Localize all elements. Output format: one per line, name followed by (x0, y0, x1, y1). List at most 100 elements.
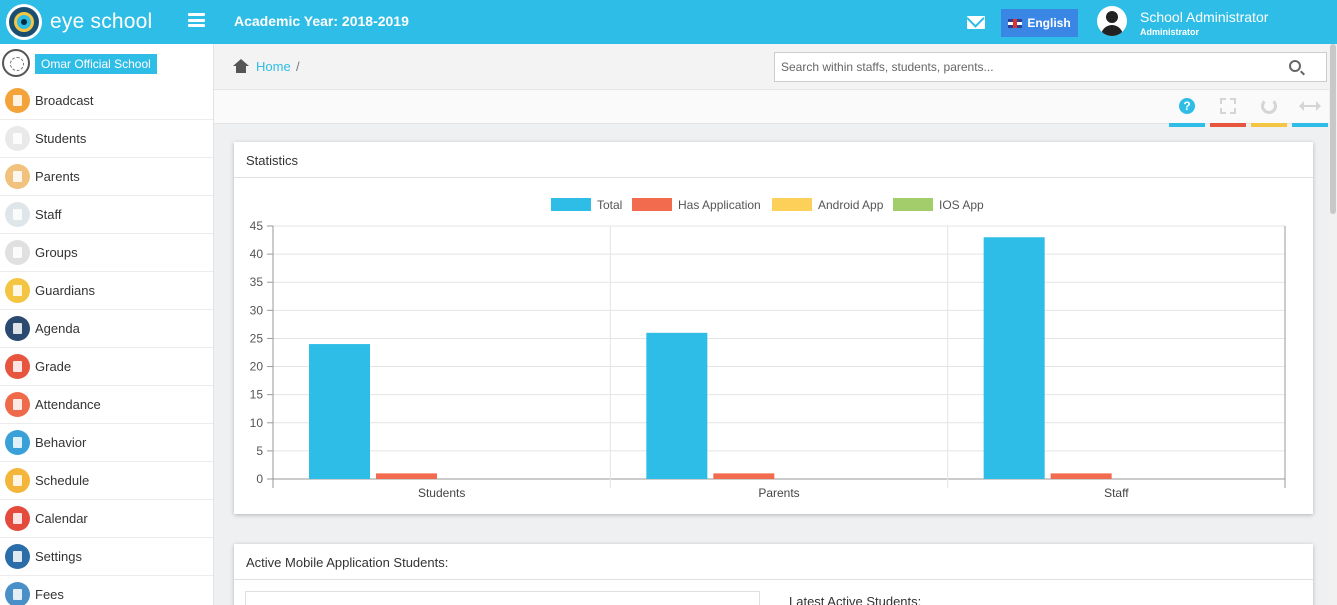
sidebar-item-fees[interactable]: Fees (0, 576, 213, 605)
bar (376, 473, 437, 479)
sidebar-item-label: Behavior (35, 435, 87, 450)
legend-swatch (551, 198, 591, 211)
latest-active-title: Latest Active Students: (789, 594, 922, 605)
parents-icon (5, 164, 30, 189)
bar (983, 237, 1045, 479)
sidebar-item-label: Fees (35, 587, 64, 602)
legend-label: Android App (818, 198, 884, 212)
school-selector: Omar Official School (0, 44, 213, 82)
menu-toggle-icon[interactable] (188, 13, 205, 27)
sidebar-item-label: Staff (35, 207, 62, 222)
top-navbar: eye school Academic Year: 2018-2019 Engl… (0, 0, 1337, 44)
schedule-icon (5, 468, 30, 493)
active-students-box (245, 591, 760, 605)
y-tick-label: 15 (250, 388, 264, 402)
broadcast-icon (5, 88, 30, 113)
home-icon[interactable] (233, 59, 249, 73)
sidebar-item-label: Agenda (35, 321, 80, 336)
school-seal-icon (2, 49, 30, 77)
bar (1050, 473, 1112, 479)
active-students-title: Active Mobile Application Students: (234, 544, 1313, 580)
school-name-badge[interactable]: Omar Official School (35, 54, 157, 74)
attendance-icon (5, 392, 30, 417)
user-role: Administrator (1140, 27, 1200, 37)
sidebar-item-behavior[interactable]: Behavior (0, 424, 213, 462)
sidebar-item-parents[interactable]: Parents (0, 158, 213, 196)
expand-button[interactable] (1210, 90, 1246, 127)
sidebar-item-grade[interactable]: Grade (0, 348, 213, 386)
breadcrumb-separator: / (296, 59, 300, 74)
legend-swatch (632, 198, 672, 211)
breadcrumb: Home / (214, 44, 1337, 90)
language-button[interactable]: English (1001, 9, 1078, 37)
search-icon[interactable] (1289, 60, 1301, 72)
refresh-button[interactable] (1251, 90, 1287, 127)
page-scrollbar[interactable] (1329, 44, 1337, 605)
sidebar-item-groups[interactable]: Groups (0, 234, 213, 272)
panel-toolbar: ? (214, 90, 1337, 127)
width-icon (1299, 101, 1321, 111)
guardians-icon (5, 278, 30, 303)
sidebar-item-label: Schedule (35, 473, 90, 488)
app-logo[interactable]: eye school (6, 4, 152, 40)
user-name[interactable]: School Administrator (1140, 9, 1269, 25)
expand-color-bar (1210, 123, 1246, 127)
envelope-icon[interactable] (967, 16, 985, 29)
statistics-chart: Total Has Application Android App IOS App 0 5… (250, 198, 1286, 500)
active-students-panel: Active Mobile Application Students: Late… (234, 544, 1313, 605)
expand-icon (1220, 98, 1236, 114)
search-input[interactable] (775, 53, 1285, 81)
sidebar-item-label: Calendar (35, 511, 88, 526)
scrollbar-thumb[interactable] (1330, 44, 1336, 214)
agenda-icon (5, 316, 30, 341)
sidebar-item-guardians[interactable]: Guardians (0, 272, 213, 310)
sidebar-item-label: Settings (35, 549, 82, 564)
fees-icon (5, 582, 30, 605)
sidebar-item-broadcast[interactable]: Broadcast (0, 82, 213, 120)
sidebar-item-label: Parents (35, 169, 80, 184)
y-tick-label: 40 (250, 247, 264, 261)
academic-year: Academic Year: 2018-2019 (234, 13, 409, 29)
user-avatar[interactable] (1097, 6, 1127, 36)
breadcrumb-home-link[interactable]: Home (256, 59, 291, 74)
statistics-panel: Statistics Total Has Application Android A… (234, 142, 1313, 514)
sidebar-item-attendance[interactable]: Attendance (0, 386, 213, 424)
sidebar-item-staff[interactable]: Staff (0, 196, 213, 234)
eye-logo-icon (6, 4, 42, 40)
sidebar-item-label: Attendance (35, 397, 101, 412)
sidebar-item-label: Grade (35, 359, 72, 374)
sidebar-item-schedule[interactable]: Schedule (0, 462, 213, 500)
bar (309, 344, 370, 479)
y-tick-label: 20 (250, 360, 264, 374)
legend-label: Has Application (678, 198, 761, 212)
sidebar-item-agenda[interactable]: Agenda (0, 310, 213, 348)
legend-label: Total (597, 198, 622, 212)
sidebar-item-label: Groups (35, 245, 78, 260)
sidebar-item-students[interactable]: Students (0, 120, 213, 158)
sidebar-item-label: Guardians (35, 283, 95, 298)
sidebar-item-settings[interactable]: Settings (0, 538, 213, 576)
y-tick-label: 10 (250, 416, 264, 430)
students-icon (5, 126, 30, 151)
width-color-bar (1292, 123, 1328, 127)
legend-swatch (772, 198, 812, 211)
legend-label: IOS App (939, 198, 984, 212)
refresh-icon (1261, 98, 1277, 114)
legend-swatch (893, 198, 933, 211)
x-tick-label: Staff (1104, 486, 1129, 500)
y-tick-label: 35 (250, 275, 264, 289)
help-button[interactable]: ? (1169, 90, 1205, 127)
refresh-color-bar (1251, 123, 1287, 127)
x-tick-label: Parents (758, 486, 799, 500)
sidebar-item-label: Broadcast (35, 93, 94, 108)
sidebar-item-calendar[interactable]: Calendar (0, 500, 213, 538)
sidebar-item-label: Students (35, 131, 87, 146)
width-toggle-button[interactable] (1292, 90, 1328, 127)
x-tick-label: Students (418, 486, 465, 500)
logo-text: eye school (50, 10, 153, 33)
help-color-bar (1169, 123, 1205, 127)
bar (713, 473, 775, 479)
y-tick-label: 0 (256, 472, 263, 486)
y-tick-label: 45 (250, 219, 264, 233)
uk-flag-icon (1008, 18, 1023, 28)
